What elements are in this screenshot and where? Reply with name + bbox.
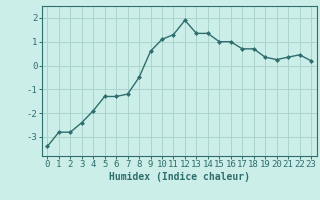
X-axis label: Humidex (Indice chaleur): Humidex (Indice chaleur) bbox=[109, 172, 250, 182]
